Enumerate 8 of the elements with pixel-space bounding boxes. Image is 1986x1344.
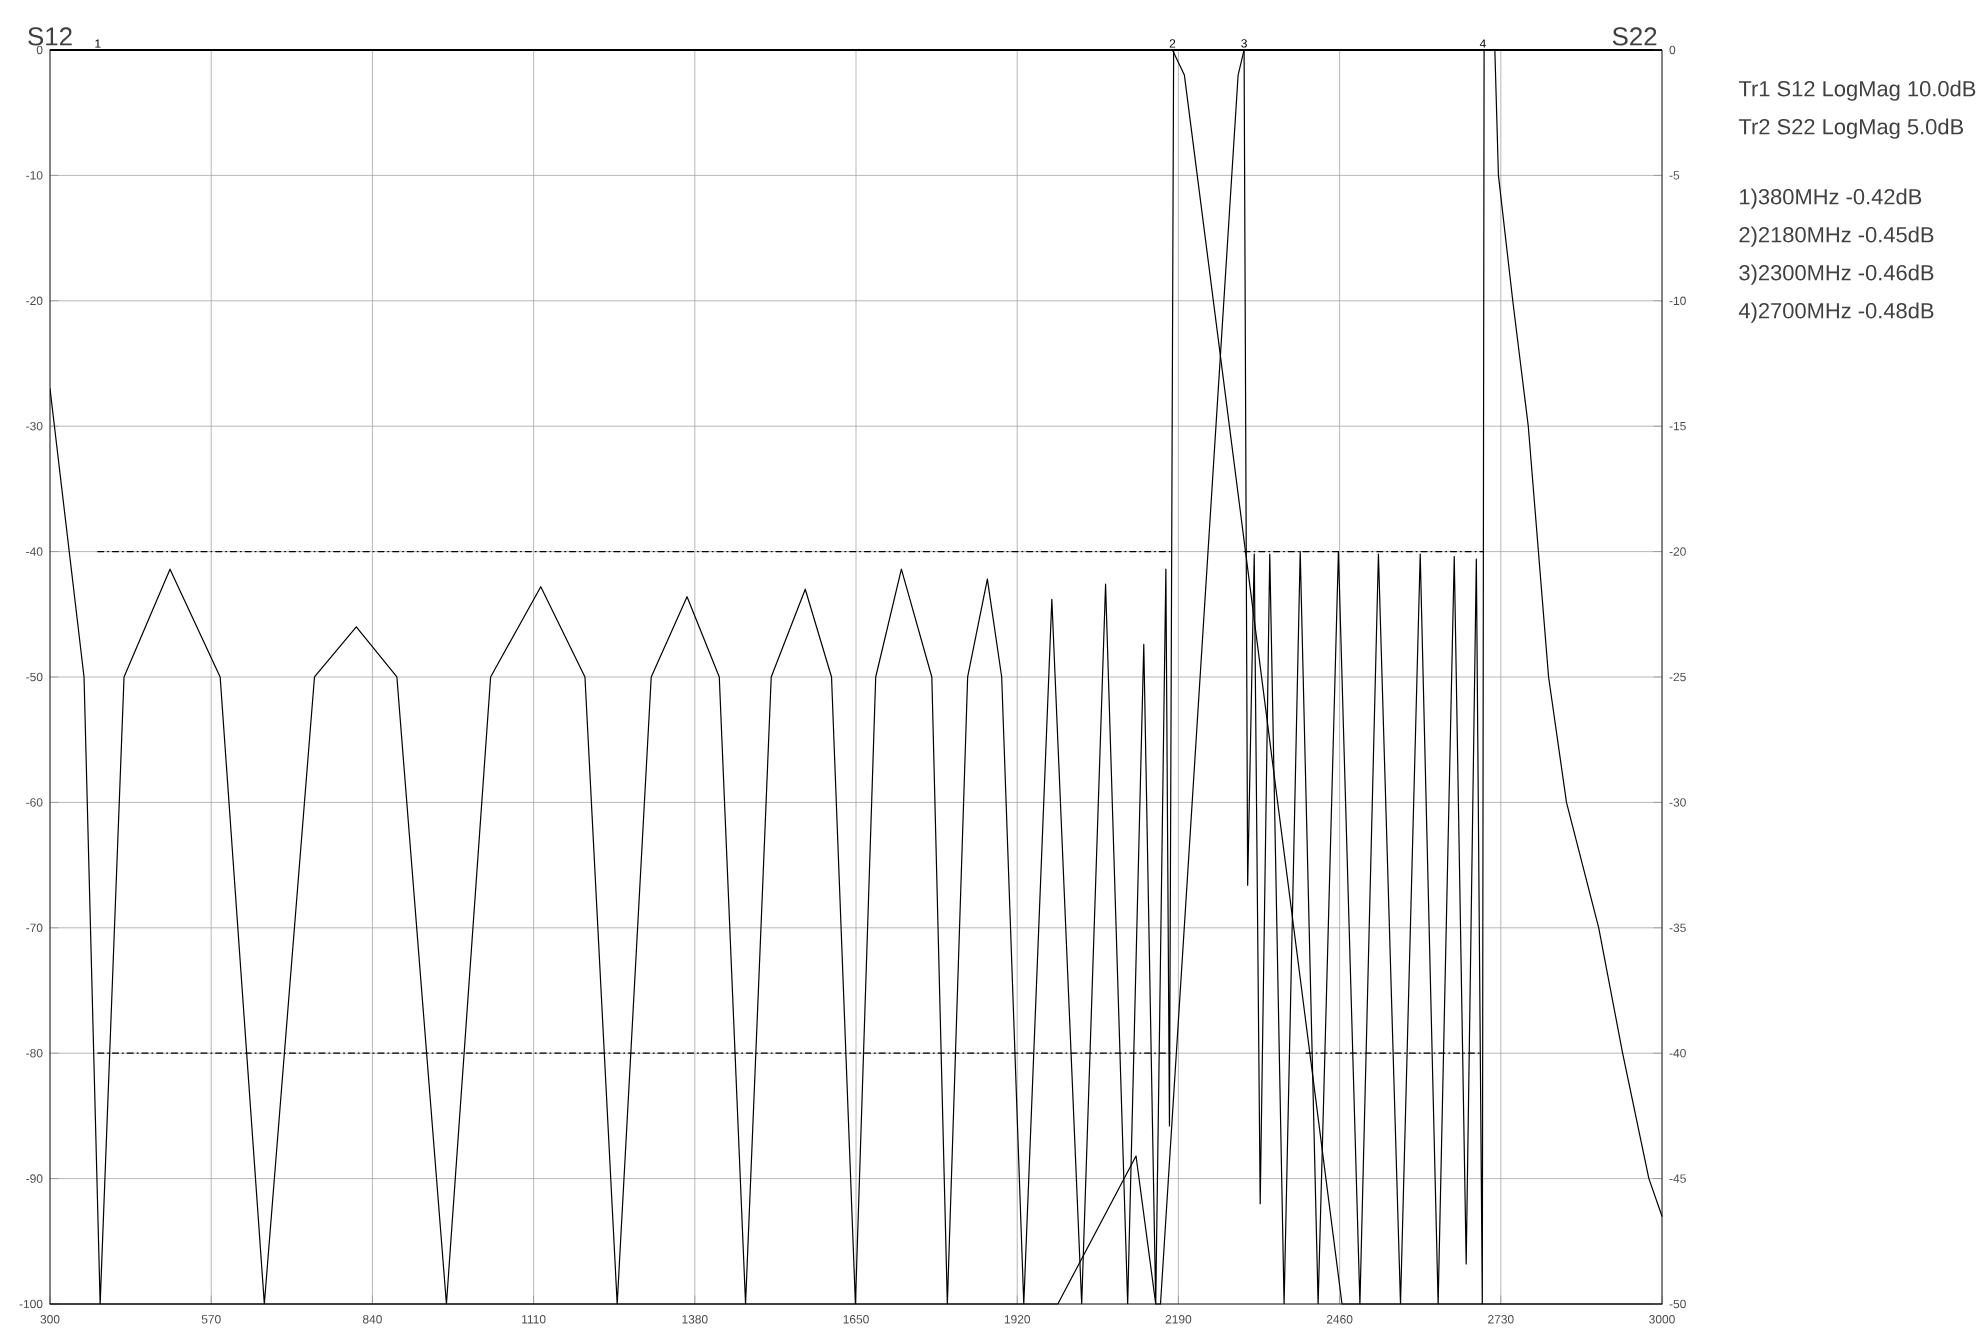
y2-axis-title: S22: [1612, 27, 1657, 46]
y-axis-title: S12: [28, 27, 72, 46]
text: 4)2700MHz -0.48dB: [1738, 302, 1934, 323]
text: 1)380MHz -0.42dB: [1740, 188, 1922, 209]
text: Tr2 S22 LogMag 5.0dB: [1738, 118, 1964, 139]
text: 2)2180MHz -0.45dB: [1739, 226, 1934, 247]
text: Tr1 S12 LogMag 10.0dB: [1738, 80, 1976, 101]
text: 3)2300MHz -0.46dB: [1739, 264, 1934, 285]
